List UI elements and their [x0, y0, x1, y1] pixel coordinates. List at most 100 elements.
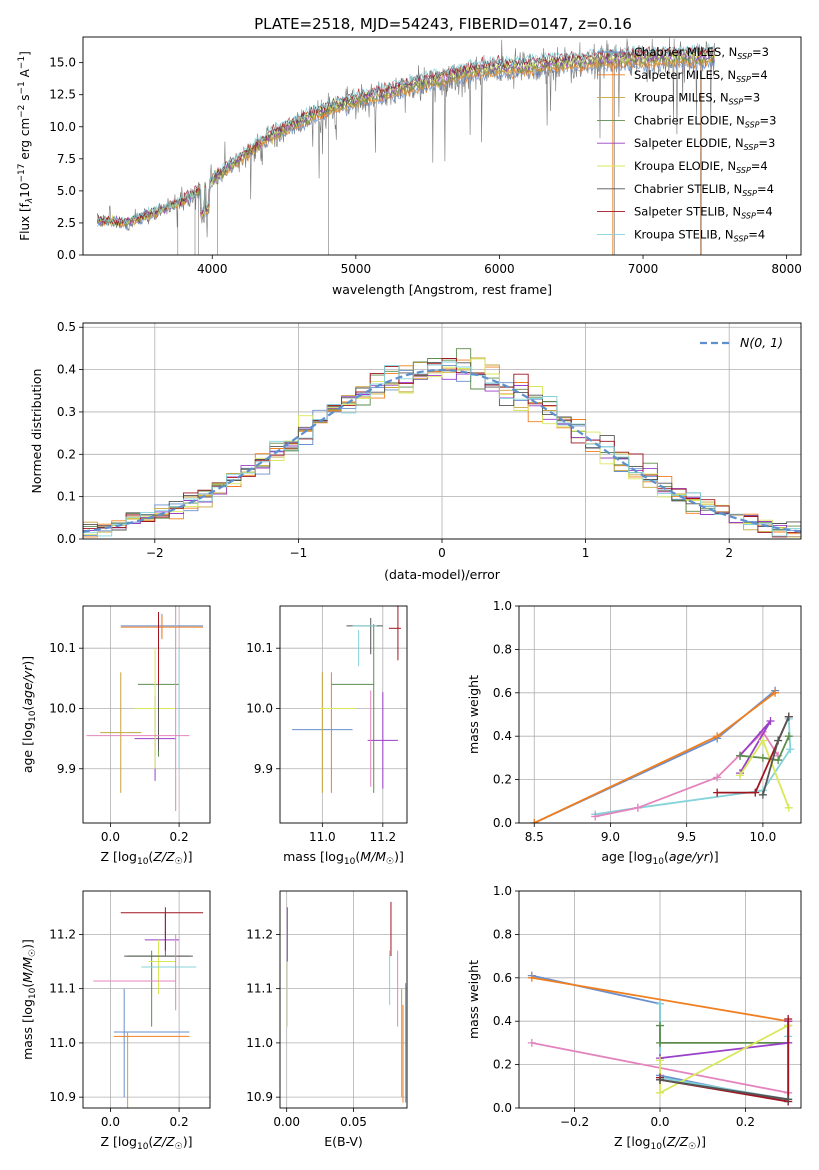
axis-label: Z [log10(Z/Z☉)] — [101, 849, 193, 867]
x-tick-label: 5000 — [341, 262, 372, 276]
mass-weight-series — [656, 1075, 793, 1104]
x-tick-label: 8.5 — [525, 830, 544, 844]
x-tick-label: 6000 — [484, 262, 515, 276]
x-tick-label: 4000 — [197, 262, 228, 276]
y-tick-label: 2.5 — [57, 216, 76, 230]
y-tick-label: 11.1 — [49, 982, 76, 996]
mass-vs-ebv-axes: 0.00 0.05 10.9 11.0 11.1 11.2 — [246, 890, 408, 1129]
mass-weight-marker — [784, 732, 793, 741]
x-axis-label: E(B-V) — [324, 1134, 363, 1149]
x-tick-label: 0.0 — [101, 830, 120, 844]
mass-weight-marker — [656, 999, 664, 1008]
residuals-frame: −2 −1 0 1 2 0.0 0.1 0.2 0.3 0.4 0.5 (data-model)/er… — [29, 320, 802, 582]
mass-vs-Z-axes: 0.0 0.2 10.9 11.0 11.1 11.2 Z [log10(Z/Z☉)] mas… — [20, 890, 211, 1152]
age-vs-Z-plot-area — [86, 606, 204, 811]
y-tick-label: 0.3 — [57, 405, 76, 419]
y-tick-label: 10.9 — [246, 1090, 273, 1104]
mass-weight-marker — [713, 788, 722, 797]
y-tick-label: 11.2 — [49, 927, 76, 941]
mass-weight-series — [656, 1015, 793, 1106]
mass-weight-line — [659, 1078, 789, 1101]
mass-weight-marker — [656, 1038, 664, 1047]
y-tick-label: 11.0 — [49, 1036, 76, 1050]
massweight-vs-Z-frame: −0.2 0.0 0.2 0.0 0.2 0.4 0.6 0.8 1.0 Z [log10(Z/Z… — [466, 884, 802, 1152]
mass-weight-marker — [736, 771, 745, 780]
y-tick-label: 0.4 — [57, 363, 76, 377]
mass-weight-series — [656, 1021, 793, 1097]
axes-frame — [82, 605, 211, 824]
y-tick-label: 10.0 — [49, 701, 76, 715]
legend-label: Salpeter STELIB, NSSP=4 — [634, 205, 773, 221]
y-tick-label: 1.0 — [493, 884, 512, 898]
x-tick-label: 11.0 — [309, 830, 336, 844]
y-axis-label: Flux [fλ10−17 erg cm−2 s−1 A−1] — [17, 51, 35, 241]
x-tick-label: 0.0 — [650, 1115, 669, 1129]
mass-weight-marker — [656, 1075, 664, 1084]
massweight-vs-Z-plot-area — [527, 971, 793, 1106]
x-tick-label: 7000 — [628, 262, 659, 276]
model-spectrum-line — [97, 43, 715, 226]
y-tick-label: 11.0 — [246, 1036, 273, 1050]
y-tick-label: 0.0 — [57, 532, 76, 546]
x-tick-label: 11.2 — [369, 830, 396, 844]
figure-title: PLATE=2518, MJD=54243, FIBERID=0147, z=0… — [254, 15, 632, 33]
y-tick-label: 10.9 — [49, 1090, 76, 1104]
mass-weight-marker — [758, 790, 767, 799]
y-tick-label: 0.5 — [57, 320, 76, 334]
y-tick-label: 10.1 — [49, 641, 76, 655]
legend-label: N(0, 1) — [740, 335, 783, 350]
x-tick-label: 9.0 — [601, 830, 620, 844]
massweight-vs-Z-axes: −0.2 0.0 0.2 0.0 0.2 0.4 0.6 0.8 1.0 Z [log10(Z/Z… — [466, 884, 802, 1152]
legend-item: Kroupa MILES, NSSP=3 — [597, 91, 760, 107]
x-tick-label: 2 — [725, 546, 733, 560]
axes-frame — [82, 36, 802, 256]
x-tick-label: 0.05 — [340, 1115, 367, 1129]
mass-weight-marker — [758, 753, 767, 762]
y-axis-label: mass weight — [466, 675, 481, 754]
mass-weight-line — [531, 976, 789, 1023]
spectrum-plot-area — [97, 37, 716, 255]
legend-item: Kroupa ELODIE, NSSP=4 — [597, 159, 768, 175]
x-tick-label: 0 — [438, 546, 446, 560]
y-tick-label: 10.0 — [49, 120, 76, 134]
residual-histogram — [83, 358, 801, 538]
mass-vs-Z-frame: 0.0 0.2 10.9 11.0 11.1 11.2 Z [log10(Z/Z☉)] mas… — [20, 890, 211, 1152]
legend-label: Salpeter ELODIE, NSSP=3 — [634, 136, 775, 152]
y-tick-label: 10.0 — [246, 701, 273, 715]
mass-weight-marker — [591, 812, 600, 821]
y-tick-label: 10.1 — [246, 641, 273, 655]
y-tick-label: 0.0 — [493, 1101, 512, 1115]
mass-weight-marker — [527, 1038, 536, 1047]
legend-item: Chabrier MILES, NSSP=3 — [597, 45, 769, 61]
mass-weight-marker — [633, 803, 642, 812]
x-tick-label: −2 — [146, 546, 164, 560]
mass-weight-marker — [656, 1088, 664, 1097]
massweight-vs-age-frame: 8.5 9.0 9.5 10.0 0.0 0.2 0.4 0.6 0.8 1.0 age [log1… — [466, 599, 802, 867]
mass-weight-marker — [713, 773, 722, 782]
y-tick-label: 5.0 — [57, 184, 76, 198]
mass-weight-series — [758, 712, 793, 799]
mass-weight-line — [533, 692, 776, 823]
y-tick-label: 15.0 — [49, 56, 76, 70]
y-tick-label: 0.2 — [493, 773, 512, 787]
axis-label: mass [log10(M/M☉)] — [283, 849, 404, 867]
errorbar-point — [100, 672, 142, 793]
massweight-vs-age-plot-area — [530, 686, 795, 823]
mass-weight-series — [656, 999, 793, 1104]
observed-spectrum-line — [97, 37, 716, 255]
y-tick-label: 0.1 — [57, 490, 76, 504]
axis-label: age [log10(age/yr)] — [20, 656, 38, 773]
gaussian-curve — [83, 368, 801, 533]
y-tick-label: 11.2 — [246, 927, 273, 941]
y-tick-label: 0.0 — [493, 816, 512, 830]
x-tick-label: −1 — [290, 546, 308, 560]
mass-weight-series — [736, 717, 775, 778]
x-tick-label: 0.2 — [170, 1115, 189, 1129]
x-axis-label: wavelength [Angstrom, rest frame] — [332, 282, 552, 297]
mass-weight-marker — [751, 788, 760, 797]
legend-label: Kroupa ELODIE, NSSP=4 — [634, 159, 768, 175]
mass-weight-marker — [530, 819, 539, 823]
plots-layer: 4000 5000 6000 7000 80000.02.55.07.510.012.5… — [17, 36, 802, 1152]
x-tick-label: 0.2 — [170, 830, 189, 844]
